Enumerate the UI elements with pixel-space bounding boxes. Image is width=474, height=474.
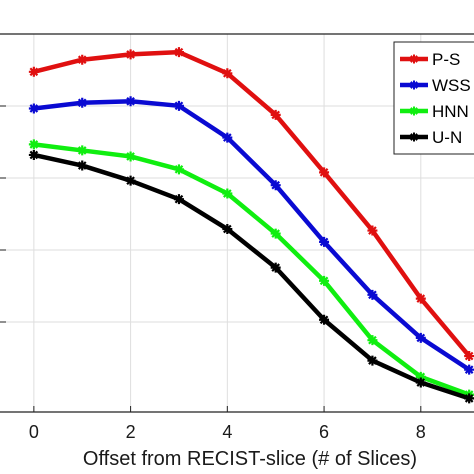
legend: P-S WSS HNN U-N (393, 41, 474, 155)
data-point (77, 145, 88, 156)
legend-label: P-S (432, 50, 460, 69)
x-tick-label: 4 (222, 422, 232, 442)
x-tick-label: 0 (29, 422, 39, 442)
x-axis-label: Offset from RECIST-slice (# of Slices) (83, 448, 417, 470)
legend-label: WSS (432, 76, 471, 95)
data-point (77, 97, 88, 108)
legend-marker (409, 132, 419, 142)
data-point (28, 66, 39, 77)
data-point (464, 364, 474, 375)
data-point (319, 167, 330, 178)
legend-label: U-N (432, 128, 462, 147)
data-point (125, 175, 136, 186)
legend-item: P-S (400, 50, 460, 69)
data-point (270, 228, 281, 239)
data-point (319, 236, 330, 247)
data-point (415, 377, 426, 388)
data-point (222, 132, 233, 143)
series-line (31, 99, 472, 372)
series-line (31, 49, 472, 359)
data-point (415, 293, 426, 304)
series-hnn (28, 139, 474, 400)
data-point (173, 100, 184, 111)
data-point (367, 225, 378, 236)
legend-marker (409, 54, 419, 64)
data-point (28, 149, 39, 160)
data-point (125, 96, 136, 107)
data-point (415, 332, 426, 343)
data-point (222, 224, 233, 235)
legend-item: U-N (400, 128, 462, 147)
data-point (222, 188, 233, 199)
data-point (173, 164, 184, 175)
data-point (367, 355, 378, 366)
axes: 0 2 4 6 8 Offset from RECIST-slice (# of Slic… (0, 33, 474, 470)
data-point (367, 289, 378, 300)
data-point (222, 68, 233, 79)
legend-marker (409, 80, 419, 90)
data-point (270, 262, 281, 273)
x-tick-label: 8 (416, 422, 426, 442)
data-point (464, 351, 474, 362)
legend-marker (409, 106, 419, 116)
data-point (319, 275, 330, 286)
data-point (28, 103, 39, 114)
legend-label: HNN (432, 102, 469, 121)
series-group (28, 47, 474, 404)
data-point (28, 139, 39, 150)
series-wss (28, 96, 474, 375)
data-point (367, 335, 378, 346)
series-line (31, 142, 472, 397)
data-point (319, 314, 330, 325)
data-point (464, 393, 474, 404)
legend-item: HNN (400, 102, 469, 121)
x-tick-label: 2 (126, 422, 136, 442)
series-line (31, 152, 472, 401)
data-point (173, 47, 184, 58)
data-point (77, 54, 88, 65)
data-point (125, 151, 136, 162)
data-point (173, 194, 184, 205)
legend-item: WSS (400, 76, 471, 95)
series-p-s (28, 47, 474, 362)
data-point (415, 371, 426, 382)
data-point (270, 180, 281, 191)
data-point (270, 109, 281, 120)
series-u-n (28, 149, 474, 404)
data-point (125, 49, 136, 60)
x-tick-label: 6 (319, 422, 329, 442)
data-point (77, 160, 88, 171)
